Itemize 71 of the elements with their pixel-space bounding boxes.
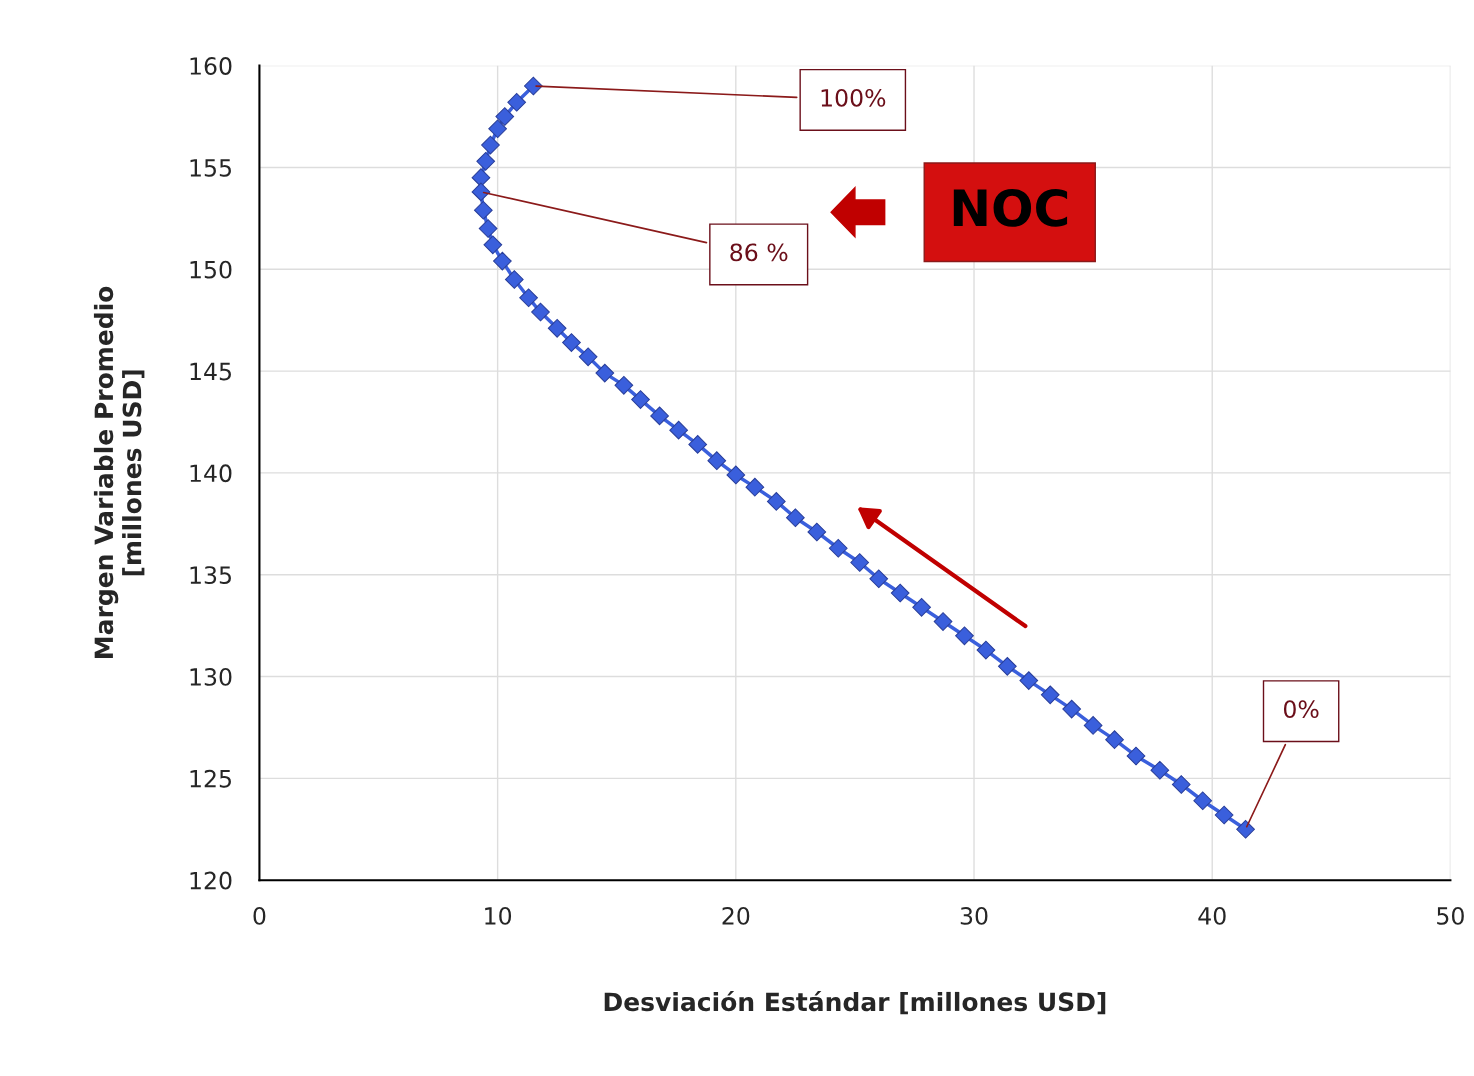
y-tick-label: 135 [190,566,231,585]
point [650,406,669,426]
x-tick-label: 0 [253,906,266,925]
y-tick-label: 130 [190,667,232,686]
point [507,92,527,112]
point [1236,819,1255,839]
point [523,76,543,96]
point [766,492,786,511]
point [912,597,931,617]
point [1214,805,1234,825]
point [1083,716,1103,735]
point [483,235,503,255]
y-tick-label: 160 [190,57,232,75]
y-tick-label: 155 [190,159,231,177]
point [519,288,538,308]
point [1171,775,1191,794]
point [1126,746,1146,766]
point [562,333,581,352]
y-tick-label: 140 [190,464,232,483]
point [688,435,708,454]
point [998,656,1017,676]
y-axis-title: Margen Variable Promedio [millones USD] [93,286,145,658]
point [1040,685,1060,705]
point [493,251,512,271]
annotation: 100% [821,88,886,107]
x-tick-label: 10 [485,906,512,925]
point [481,135,500,155]
point [1150,760,1170,780]
x-axis-title: Desviación Estándar [millones USD] [604,990,1106,1015]
point [495,107,515,126]
point [578,347,598,367]
point [504,270,524,289]
x-tick-label: 40 [1198,906,1226,925]
point [933,612,953,631]
point [478,219,498,238]
y-tick-label: 145 [190,362,231,381]
x-tick-label: 50 [1437,906,1464,925]
point [955,626,974,646]
x-tick-label: 20 [722,906,750,925]
point [669,420,689,440]
point [631,390,650,409]
point [471,168,491,187]
annotation: NOC [953,188,1068,227]
point [1019,671,1039,690]
annotation: 0% [1283,700,1319,719]
point [476,151,496,171]
y-tick-label: 150 [190,260,232,279]
point [976,640,996,660]
point [1193,791,1213,811]
point [869,569,889,589]
point [745,477,765,497]
point [786,508,805,528]
point [531,302,550,322]
y-tick-label: 125 [190,769,231,788]
x-tick-label: 30 [960,906,988,925]
point [850,553,870,572]
point [707,451,727,471]
point [473,200,493,220]
point [614,375,634,395]
annotation: 86 % [730,243,788,262]
point [488,119,507,139]
point [471,182,491,202]
y-tick-label: 120 [190,871,232,890]
point [807,522,827,542]
point [890,583,910,603]
point [828,538,848,558]
point [547,318,567,338]
point [726,465,746,485]
point [595,363,615,383]
point [1105,730,1124,750]
point [1062,699,1082,719]
